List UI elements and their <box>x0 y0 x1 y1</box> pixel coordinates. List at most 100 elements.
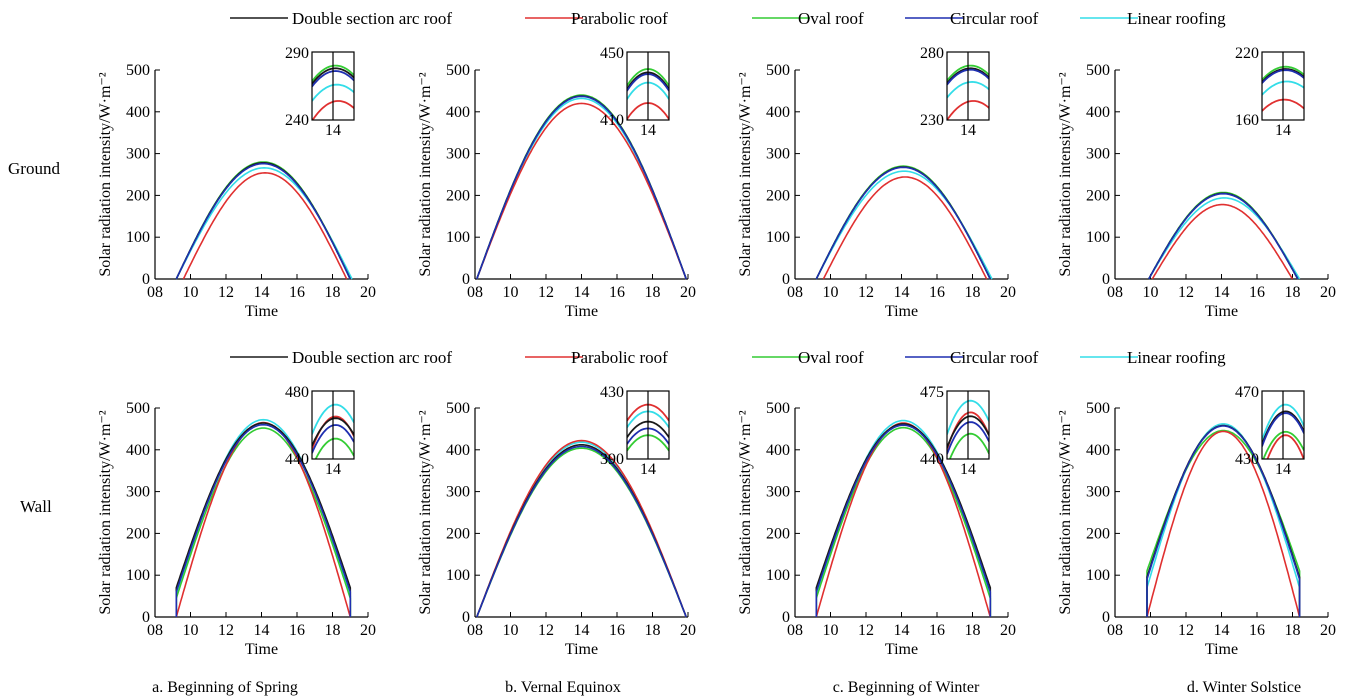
y-tick-label: 100 <box>766 229 790 246</box>
x-tick-label: 14 <box>894 622 910 639</box>
y-tick-label: 100 <box>1086 229 1110 246</box>
series-line <box>1146 425 1301 617</box>
y-tick-label: 100 <box>1086 567 1110 584</box>
x-axis-label: Time <box>245 303 278 320</box>
x-tick-label: 08 <box>1107 622 1123 639</box>
inset-x-tick-label: 14 <box>640 461 656 478</box>
chart-panel: 0 100 200 300 400 500 08 10 12 14 16 18 20 Time Solar … <box>1057 45 1336 320</box>
x-tick-label: 16 <box>1249 622 1265 639</box>
x-tick-label: 20 <box>360 284 376 301</box>
y-tick-label: 400 <box>126 104 150 121</box>
x-axis-label: Time <box>885 303 918 320</box>
chart-panel: 0 100 200 300 400 500 08 10 12 14 16 18 20 Time Solar … <box>417 384 696 658</box>
y-tick-label: 200 <box>446 187 470 204</box>
inset-y-tick-label: 160 <box>1235 112 1259 129</box>
inset-y-tick-label: 440 <box>920 451 944 468</box>
x-axis-label: Time <box>1205 641 1238 658</box>
x-axis-label: Time <box>1205 303 1238 320</box>
y-tick-label: 100 <box>126 567 150 584</box>
series-line <box>182 171 348 280</box>
x-tick-label: 08 <box>147 622 163 639</box>
inset: 430 390 14 <box>600 384 670 478</box>
inset-y-tick-label: 410 <box>600 112 624 129</box>
y-tick-label: 0 <box>1102 609 1110 626</box>
y-tick-label: 0 <box>142 271 150 288</box>
series-line <box>815 426 992 617</box>
x-axis-label: Time <box>245 641 278 658</box>
y-tick-label: 500 <box>446 400 470 417</box>
series-line <box>815 422 992 618</box>
series-line <box>476 102 687 280</box>
x-tick-label: 12 <box>858 284 874 301</box>
y-tick-label: 500 <box>1086 400 1110 417</box>
x-tick-label: 10 <box>183 622 199 639</box>
y-tick-label: 100 <box>126 229 150 246</box>
y-axis-label: Solar radiation intensity/W·m⁻² <box>737 72 754 277</box>
x-tick-label: 16 <box>1249 284 1265 301</box>
legend-label: Oval roof <box>798 348 864 367</box>
x-tick-label: 10 <box>503 284 519 301</box>
series-line <box>476 95 687 280</box>
legend-label: Parabolic roof <box>571 9 668 28</box>
inset-x-tick-label: 14 <box>960 122 976 139</box>
x-tick-label: 08 <box>147 284 163 301</box>
y-tick-label: 400 <box>446 104 470 121</box>
inset-x-tick-label: 14 <box>640 122 656 139</box>
chart-panel: 0 100 200 300 400 500 08 10 12 14 16 18 20 Time Solar … <box>97 45 376 320</box>
x-tick-label: 18 <box>325 622 341 639</box>
series-line <box>815 424 992 617</box>
x-axis-label: Time <box>565 303 598 320</box>
y-tick-label: 200 <box>126 525 150 542</box>
series-line <box>175 161 352 280</box>
inset-y-tick-label: 480 <box>285 384 309 401</box>
panel-caption: c. Beginning of Winter <box>833 679 980 696</box>
legend: Double section arc roof Parabolic roof Ova… <box>230 348 1226 367</box>
row-label-wall: Wall <box>20 497 52 516</box>
legend-label: Double section arc roof <box>292 348 452 367</box>
y-tick-label: 0 <box>462 609 470 626</box>
x-axis-label: Time <box>565 641 598 658</box>
series-line <box>815 165 992 280</box>
y-tick-label: 0 <box>782 609 790 626</box>
y-tick-label: 200 <box>126 187 150 204</box>
inset-y-tick-label: 440 <box>285 451 309 468</box>
x-tick-label: 20 <box>1320 622 1336 639</box>
inset-y-tick-label: 430 <box>1235 451 1259 468</box>
chart-panel: 0 100 200 300 400 500 08 10 12 14 16 18 20 Time Solar … <box>737 384 1016 658</box>
x-tick-label: 18 <box>645 284 661 301</box>
x-tick-label: 10 <box>1143 622 1159 639</box>
inset: 280 230 14 <box>920 45 990 139</box>
x-tick-label: 12 <box>1178 284 1194 301</box>
inset: 220 160 14 <box>1235 45 1305 139</box>
y-tick-label: 500 <box>126 400 150 417</box>
chart-panel: 0 100 200 300 400 500 08 10 12 14 16 18 20 Time Solar … <box>97 384 376 658</box>
series-line <box>175 422 352 617</box>
x-tick-label: 18 <box>645 622 661 639</box>
legend-label: Oval roof <box>798 9 864 28</box>
legend-label: Parabolic roof <box>571 348 668 367</box>
y-tick-label: 0 <box>1102 271 1110 288</box>
series-line <box>175 162 352 280</box>
y-tick-label: 0 <box>782 271 790 288</box>
x-tick-label: 20 <box>1320 284 1336 301</box>
series-line <box>815 423 992 617</box>
series-line <box>1146 424 1301 617</box>
y-tick-label: 100 <box>446 567 470 584</box>
inset: 480 440 14 <box>285 384 355 478</box>
inset: 290 240 14 <box>285 45 355 139</box>
series-line <box>1148 192 1299 280</box>
y-tick-label: 500 <box>126 62 150 79</box>
inset-y-tick-label: 220 <box>1235 45 1259 62</box>
x-tick-label: 08 <box>467 622 483 639</box>
series-line <box>476 445 687 618</box>
panel-caption: d. Winter Solstice <box>1187 679 1301 696</box>
series-line <box>175 427 352 617</box>
x-tick-label: 20 <box>680 622 696 639</box>
legend-label: Linear roofing <box>1127 9 1226 28</box>
x-tick-label: 18 <box>965 284 981 301</box>
y-tick-label: 500 <box>446 62 470 79</box>
x-axis-label: Time <box>885 641 918 658</box>
y-tick-label: 0 <box>142 609 150 626</box>
panel-caption: b. Vernal Equinox <box>505 679 621 696</box>
